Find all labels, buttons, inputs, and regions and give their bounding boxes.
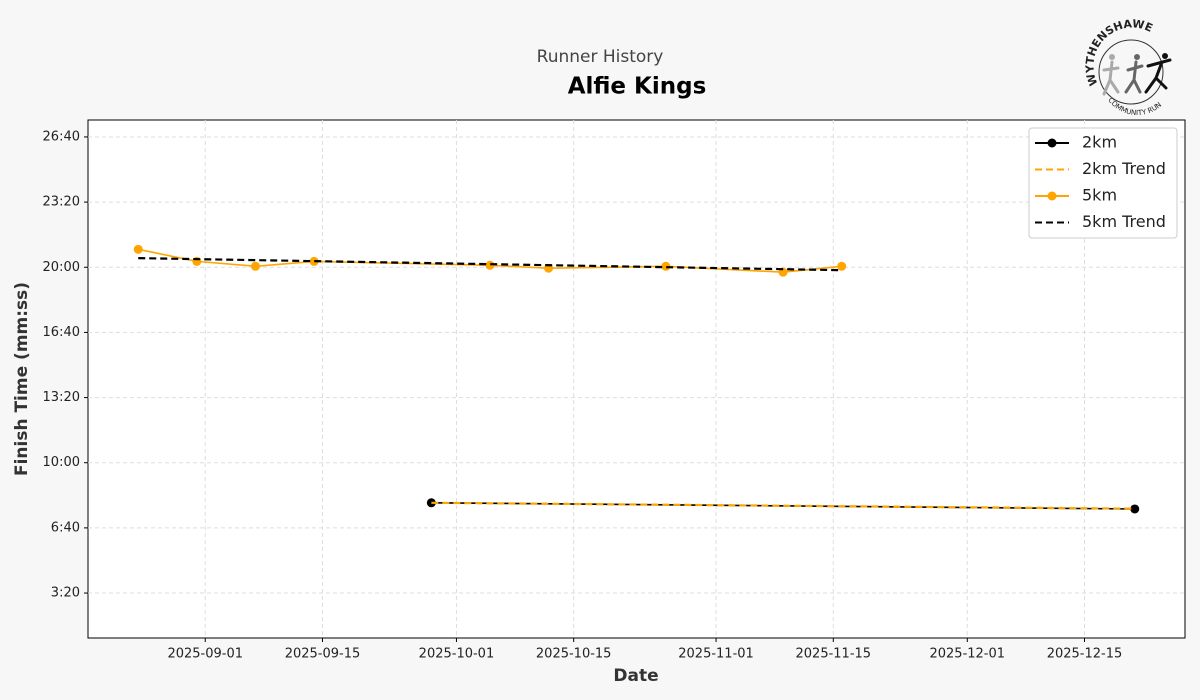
x-tick-label: 2025-10-15 [536, 647, 612, 662]
logo-text: WYTHENSHAWE [1083, 17, 1154, 87]
point [250, 261, 260, 271]
y-tick-label: 26:40 [43, 129, 80, 144]
series-line [431, 501, 1135, 510]
point [661, 261, 671, 271]
x-tick-label: 2025-12-01 [929, 647, 1005, 662]
legend-label: 2km [1082, 133, 1117, 152]
x-axis-label: Date [613, 666, 658, 686]
point [133, 244, 143, 254]
legend-box [1028, 127, 1178, 239]
y-tick-label: 23:20 [43, 195, 80, 210]
x-tick-label: 2025-12-15 [1047, 647, 1123, 662]
legend: 2km 2km Trend 5km 5km Trend [1028, 127, 1178, 239]
point [837, 261, 847, 271]
y-tick-label: 20:00 [43, 260, 80, 275]
chart-subtitle: Runner History [537, 47, 664, 67]
chart-title: Alfie Kings [568, 74, 707, 100]
point [1130, 504, 1140, 514]
legend-marker [1047, 191, 1057, 201]
y-tick-label: 6:40 [51, 520, 80, 535]
x-tick-label: 2025-10-01 [419, 647, 495, 662]
legend-label: 5km Trend [1082, 212, 1166, 231]
x-tick-label: 2025-11-01 [678, 647, 754, 662]
logo-top: WYTHENSHAWE [1083, 17, 1154, 87]
logo-text: COMMUNITY RUN [1106, 96, 1163, 117]
y-tick-label: 16:40 [43, 325, 80, 340]
plot-area [87, 119, 1186, 639]
legend-label: 5km [1082, 186, 1117, 205]
x-tick-label: 2025-09-01 [167, 647, 243, 662]
y-tick-label: 10:00 [43, 455, 80, 470]
point [485, 260, 495, 270]
point [309, 256, 319, 266]
y-tick-label: 3:20 [51, 586, 80, 601]
y-tick-label: 13:20 [43, 390, 80, 405]
legend-marker [1047, 138, 1057, 148]
series-line [138, 257, 842, 272]
x-tick-label: 2025-09-15 [285, 647, 361, 662]
y-axis-label: Finish Time (mm:ss) [12, 282, 32, 476]
x-tick-label: 2025-11-15 [796, 647, 872, 662]
logo: WYTHENSHAWE COMMUNITY RUN [1083, 17, 1172, 117]
logo-bottom: COMMUNITY RUN [1106, 96, 1163, 117]
legend-label: 2km Trend [1082, 159, 1166, 178]
